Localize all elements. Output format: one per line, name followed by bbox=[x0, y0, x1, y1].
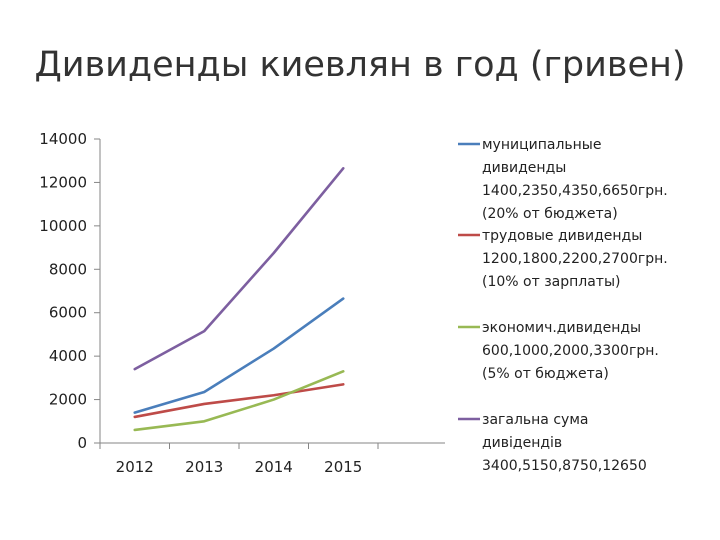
legend-label-2: 1200,1800,2200,2700грн. bbox=[482, 251, 668, 267]
x-tick-label: 2012 bbox=[116, 458, 154, 476]
legend-label-1: муниципальные bbox=[482, 137, 601, 153]
legend-label-2: трудовые дивиденды bbox=[482, 228, 642, 244]
chart-axes: 0 2000 4000 6000 8000 10000 12000 14000 2012 2013… bbox=[39, 130, 445, 476]
legend-label-1: 1400,2350,4350,6650грн. bbox=[482, 183, 668, 199]
series-line-4 bbox=[133, 167, 345, 371]
legend-label-4: 3400,5150,8750,12650 bbox=[482, 458, 647, 474]
y-tick-label: 14000 bbox=[39, 130, 87, 148]
y-tick-label: 10000 bbox=[39, 217, 87, 235]
series-line-1 bbox=[133, 297, 345, 414]
legend-label-1: (20% от бюджета) bbox=[482, 206, 618, 222]
legend-label-2: (10% от зарплаты) bbox=[482, 274, 620, 290]
y-tick-label: 2000 bbox=[49, 391, 87, 409]
x-tick-label: 2014 bbox=[255, 458, 293, 476]
legend: муниципальные дивиденды 1400,2350,4350,665… bbox=[458, 137, 668, 474]
chart-title: Дивиденды киевлян в год (гривен) bbox=[34, 45, 686, 85]
series-line-2 bbox=[133, 383, 345, 419]
y-tick-label: 0 bbox=[77, 434, 87, 452]
y-tick-label: 6000 bbox=[49, 304, 87, 322]
legend-label-1: дивиденды bbox=[482, 160, 566, 176]
legend-label-3: 600,1000,2000,3300грн. bbox=[482, 343, 659, 359]
legend-label-3: экономич.дивиденды bbox=[482, 320, 641, 336]
series-line-3 bbox=[133, 370, 345, 432]
legend-label-4: загальна сума bbox=[482, 412, 588, 428]
x-tick-label: 2015 bbox=[324, 458, 362, 476]
series-layer bbox=[133, 167, 345, 432]
y-tick-label: 8000 bbox=[49, 260, 87, 278]
y-tick-label: 4000 bbox=[49, 347, 87, 365]
y-tick-label: 12000 bbox=[39, 173, 87, 191]
x-tick-label: 2013 bbox=[185, 458, 223, 476]
legend-label-4: дивідендів bbox=[482, 435, 562, 451]
legend-label-3: (5% от бюджета) bbox=[482, 366, 609, 382]
